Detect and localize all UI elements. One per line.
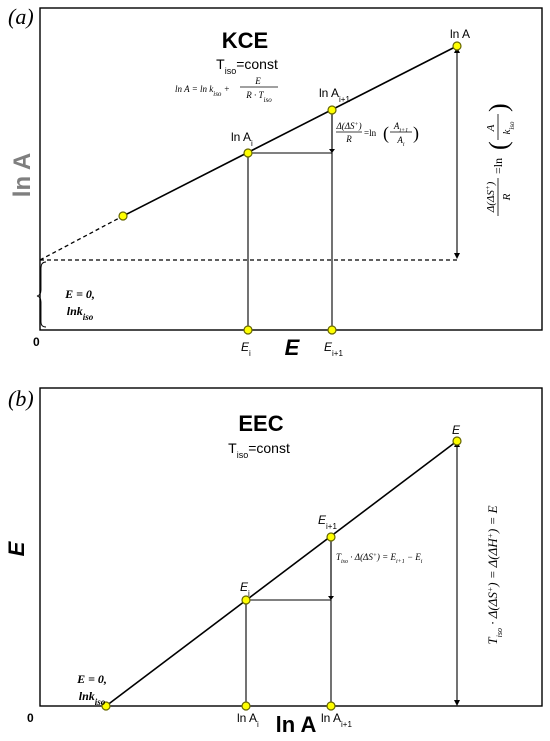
panel-b-point-Ei (241, 595, 251, 605)
svg-text:): ) (484, 103, 513, 112)
panel-b-label-E: E (452, 423, 461, 437)
panel-b-point-E (452, 436, 462, 446)
panel-b-eec-line (105, 440, 458, 707)
panel-a-point-lnAi1 (327, 105, 337, 115)
panel-b: (b) EEC Tiso=const E Ei+1 Ei Tiso · Δ(ΔS… (4, 386, 543, 737)
svg-text:=ln: =ln (491, 158, 505, 174)
svg-text:Δ(ΔS+): Δ(ΔS+) (335, 121, 361, 131)
panel-b-tick-lnAi1: ln Ai+1 (321, 711, 352, 729)
panel-b-point-origin (101, 701, 111, 711)
panel-a-tick-point-Ei (243, 325, 253, 335)
panel-a-tick-point-Ei1 (327, 325, 337, 335)
panel-a: (a) KCE Tiso=const ln A = ln kiso + E R … (8, 4, 543, 360)
svg-text:): ) (413, 123, 419, 144)
panel-a-step-equation: Δ(ΔS+) R =ln ( Ai+1 Ai ) (335, 121, 419, 148)
panel-a-label-lnAi1: ln Ai+1 (319, 86, 350, 104)
svg-text:Ai: Ai (396, 135, 405, 148)
svg-text:ln A: ln A (9, 153, 36, 197)
panel-b-tick-lnAi: ln Ai (237, 711, 259, 729)
panel-b-point-Ei1 (326, 532, 336, 542)
panel-b-frame (39, 387, 543, 707)
panel-a-origin-label: 0 (33, 335, 40, 349)
panel-b-subtitle: Tiso=const (228, 440, 290, 460)
panel-a-frame (39, 7, 543, 331)
panel-a-intercept-line2: lnkiso (67, 304, 94, 322)
panel-a-point-lnAi (243, 148, 253, 158)
panel-a-label-lnAi: ln Ai (231, 130, 253, 148)
panel-a-vertical-equation: Δ(ΔS+) R =ln ( A kiso ) (484, 103, 516, 216)
panel-b-y-axis-label: E (4, 540, 29, 556)
svg-text:R · Tiso: R · Tiso (245, 90, 272, 104)
panel-b-intercept-line2: lnkiso (79, 689, 106, 707)
svg-text:kiso: kiso (501, 121, 516, 135)
svg-text:R: R (501, 193, 513, 201)
panel-b-tick-point-lnAi1 (326, 701, 336, 711)
panel-a-label: (a) (8, 4, 34, 29)
panel-b-origin-label: 0 (27, 711, 34, 725)
panel-a-tick-Ei: Ei (241, 340, 251, 358)
svg-text:=ln: =ln (364, 128, 377, 138)
panel-b-label-Ei: Ei (240, 580, 250, 598)
svg-text:E: E (254, 76, 261, 86)
panel-b-step-equation: Tiso · Δ(ΔS+) = Ei+1 − Ei (336, 552, 423, 565)
panel-b-x-axis-label: ln A (276, 712, 317, 737)
panel-a-intercept-brace (36, 261, 47, 328)
panel-b-vertical-equation: Tiso · Δ(ΔS+) = Δ(ΔH+) = E (485, 505, 504, 644)
panel-a-equation: ln A = ln kiso + E R · Tiso (175, 76, 278, 104)
panel-b-tick-point-lnAi (241, 701, 251, 711)
panel-a-extrapolation-line (39, 215, 124, 261)
svg-text:(: ( (484, 141, 513, 150)
svg-text:E: E (4, 540, 29, 556)
svg-text:A: A (485, 124, 497, 132)
panel-a-x-axis-label: E (285, 335, 301, 360)
svg-text:(: ( (383, 123, 389, 144)
panel-a-subtitle: Tiso=const (216, 56, 278, 76)
panel-b-title: EEC (238, 411, 283, 436)
panel-b-intercept-line1: E = 0, (76, 672, 107, 686)
panel-a-point-extra (118, 211, 128, 221)
panel-a-point-lnA (452, 41, 462, 51)
panel-b-label: (b) (8, 386, 34, 411)
svg-text:Tiso · Δ(ΔS+) = Δ(ΔH+) = E: Tiso · Δ(ΔS+) = Δ(ΔH+) = E (485, 505, 504, 644)
panel-a-title: KCE (222, 28, 268, 53)
panel-a-intercept-line1: E = 0, (64, 287, 95, 301)
svg-text:ln A = ln kiso +: ln A = ln kiso + (175, 84, 230, 98)
panel-b-label-Ei1: Ei+1 (318, 513, 337, 531)
panel-a-kce-line (122, 45, 458, 217)
panel-a-y-axis-label: ln A (9, 153, 36, 197)
panel-a-tick-Ei1: Ei+1 (324, 340, 343, 358)
panel-a-label-lnA: ln A (450, 27, 470, 41)
svg-text:R: R (345, 134, 352, 144)
svg-text:Δ(ΔS+): Δ(ΔS+) (484, 181, 497, 213)
